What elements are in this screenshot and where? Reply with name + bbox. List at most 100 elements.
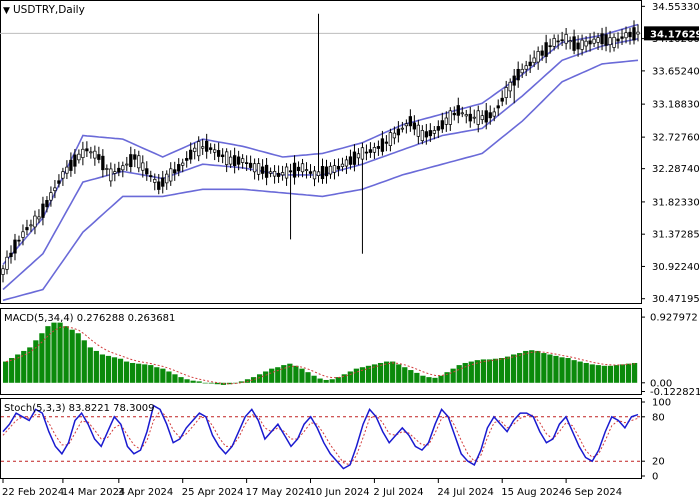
candle-body <box>296 166 301 172</box>
macd-bar <box>136 363 142 383</box>
macd-bar <box>263 371 269 383</box>
macd-bar <box>450 368 456 383</box>
macd-bar <box>474 360 480 383</box>
macd-bar <box>123 361 130 383</box>
price-tick-label: 30.47195 <box>652 294 700 305</box>
candle <box>193 142 197 160</box>
macd-bar <box>172 374 178 383</box>
candle-body <box>256 163 261 175</box>
macd-tick-label: 0.927972 <box>650 313 698 324</box>
candle <box>628 27 632 45</box>
macd-bar <box>553 355 559 383</box>
candle-body <box>324 166 329 177</box>
macd-bar <box>420 375 426 383</box>
candle-body <box>512 75 516 86</box>
candle-body <box>29 224 33 227</box>
candle-body <box>17 239 21 242</box>
macd-panel <box>3 322 638 385</box>
candle-body <box>236 156 241 165</box>
macd-bar <box>601 365 607 383</box>
macd-bar <box>607 365 614 383</box>
candle <box>133 149 137 168</box>
bollinger-upper-line <box>2 23 639 266</box>
macd-bar <box>15 354 21 383</box>
candle <box>177 158 181 177</box>
macd-bar <box>99 354 106 383</box>
macd-bar <box>178 377 184 383</box>
date-tick-label: 17 May 2024 <box>246 487 311 498</box>
candle <box>276 165 281 183</box>
candle <box>384 135 389 152</box>
candle <box>320 158 325 184</box>
macd-bar <box>214 382 220 385</box>
candle <box>632 20 636 45</box>
date-tick-label: 2 Jul 2024 <box>373 487 423 498</box>
price-tick-label: 32.28740 <box>652 164 700 175</box>
candle-body <box>316 171 321 176</box>
candle-body <box>524 65 528 70</box>
candle-body <box>580 39 584 50</box>
candle <box>268 167 273 178</box>
candle-body <box>628 31 632 38</box>
candle-body <box>588 40 592 45</box>
macd-bar <box>347 371 353 383</box>
candle <box>101 149 105 178</box>
date-tick-label: 24 Jul 2024 <box>437 487 494 498</box>
macd-bar <box>130 362 136 383</box>
candle <box>121 161 125 178</box>
candle-body <box>260 166 265 174</box>
candle-body <box>388 132 393 147</box>
candle <box>540 45 544 61</box>
candle <box>604 26 608 52</box>
price-tick-label: 34.55330 <box>652 2 700 13</box>
candle <box>137 150 141 173</box>
candle-body <box>244 162 249 164</box>
macd-bar <box>353 368 360 383</box>
candle-body <box>340 163 345 167</box>
macd-bar <box>51 322 57 383</box>
candle-body <box>57 180 61 184</box>
macd-bar <box>486 359 493 383</box>
candle-body <box>137 155 141 169</box>
candle <box>624 26 628 44</box>
macd-bar <box>299 368 305 383</box>
candle-body <box>185 158 189 161</box>
candle <box>600 27 604 51</box>
date-tick-label: 10 Jun 2024 <box>310 487 370 498</box>
candle-body <box>496 105 500 109</box>
candle-body <box>448 110 452 125</box>
candle <box>564 28 568 50</box>
candle-body <box>5 256 9 270</box>
candle-body <box>484 110 488 123</box>
candle <box>312 166 317 187</box>
macd-bar <box>154 367 160 383</box>
candle-body <box>540 50 544 56</box>
dropdown-triangle-icon[interactable]: ▼ <box>3 6 10 16</box>
candle <box>516 61 520 88</box>
macd-bar <box>190 380 196 383</box>
macd-bar <box>377 362 384 383</box>
candle <box>332 159 337 180</box>
candle-body <box>336 165 341 170</box>
candle-body <box>69 159 73 171</box>
candle <box>436 120 440 139</box>
candle-body <box>436 126 440 131</box>
macd-bar <box>3 361 9 383</box>
candle <box>149 170 153 182</box>
candle-body <box>61 171 65 179</box>
candle <box>77 149 81 164</box>
macd-bar <box>269 368 275 383</box>
candle-body <box>404 123 409 127</box>
candle-body <box>300 163 305 173</box>
candle-body <box>536 51 540 63</box>
stoch-k-line <box>2 404 639 470</box>
macd-bar <box>492 358 499 383</box>
candle <box>616 32 620 49</box>
date-tick-label: 6 Sep 2024 <box>565 487 622 498</box>
candle-body <box>252 163 257 173</box>
candle <box>432 126 436 140</box>
candle-body <box>117 167 121 173</box>
candle-body <box>384 141 389 144</box>
candle <box>228 150 233 169</box>
candle-body <box>193 147 197 152</box>
